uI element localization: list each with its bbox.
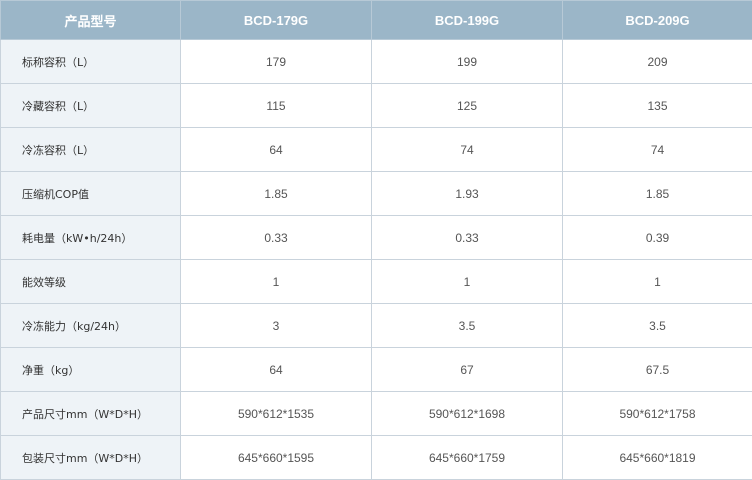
cell-value: 179 <box>180 39 372 84</box>
cell-value: 67 <box>371 347 563 392</box>
row-label: 产品尺寸mm（W*D*H） <box>0 391 181 436</box>
row-label: 耗电量（kW•h/24h） <box>0 215 181 260</box>
row-label: 冷藏容积（L） <box>0 83 181 128</box>
row-label: 能效等级 <box>0 259 181 304</box>
cell-value: 590*612*1758 <box>562 391 752 436</box>
header-model-179g: BCD-179G <box>180 0 372 40</box>
cell-value: 64 <box>180 347 372 392</box>
row-label: 冷冻容积（L） <box>0 127 181 172</box>
cell-value: 1.93 <box>371 171 563 216</box>
header-model-209g: BCD-209G <box>562 0 752 40</box>
row-label: 净重（kg） <box>0 347 181 392</box>
table-row: 冷冻能力（kg/24h） 3 3.5 3.5 <box>0 303 752 348</box>
table-row: 包装尺寸mm（W*D*H） 645*660*1595 645*660*1759 … <box>0 435 752 480</box>
cell-value: 1.85 <box>180 171 372 216</box>
table-row: 压缩机COP值 1.85 1.93 1.85 <box>0 171 752 216</box>
cell-value: 3 <box>180 303 372 348</box>
cell-value: 3.5 <box>562 303 752 348</box>
cell-value: 590*612*1698 <box>371 391 563 436</box>
header-model-199g: BCD-199G <box>371 0 563 40</box>
row-label: 压缩机COP值 <box>0 171 181 216</box>
cell-value: 64 <box>180 127 372 172</box>
cell-value: 645*660*1759 <box>371 435 563 480</box>
header-model-label: 产品型号 <box>0 0 181 40</box>
row-label: 冷冻能力（kg/24h） <box>0 303 181 348</box>
cell-value: 1.85 <box>562 171 752 216</box>
cell-value: 135 <box>562 83 752 128</box>
cell-value: 0.39 <box>562 215 752 260</box>
cell-value: 3.5 <box>371 303 563 348</box>
cell-value: 645*660*1819 <box>562 435 752 480</box>
cell-value: 74 <box>371 127 563 172</box>
header-row: 产品型号 BCD-179G BCD-199G BCD-209G <box>0 0 752 40</box>
table-row: 能效等级 1 1 1 <box>0 259 752 304</box>
table-row: 产品尺寸mm（W*D*H） 590*612*1535 590*612*1698 … <box>0 391 752 436</box>
cell-value: 67.5 <box>562 347 752 392</box>
cell-value: 1 <box>562 259 752 304</box>
row-label: 标称容积（L） <box>0 39 181 84</box>
table-row: 净重（kg） 64 67 67.5 <box>0 347 752 392</box>
cell-value: 199 <box>371 39 563 84</box>
cell-value: 115 <box>180 83 372 128</box>
cell-value: 209 <box>562 39 752 84</box>
table-row: 耗电量（kW•h/24h） 0.33 0.33 0.39 <box>0 215 752 260</box>
cell-value: 0.33 <box>180 215 372 260</box>
table-row: 标称容积（L） 179 199 209 <box>0 39 752 84</box>
cell-value: 125 <box>371 83 563 128</box>
table-row: 冷藏容积（L） 115 125 135 <box>0 83 752 128</box>
cell-value: 0.33 <box>371 215 563 260</box>
cell-value: 590*612*1535 <box>180 391 372 436</box>
cell-value: 1 <box>180 259 372 304</box>
cell-value: 645*660*1595 <box>180 435 372 480</box>
row-label: 包装尺寸mm（W*D*H） <box>0 435 181 480</box>
cell-value: 74 <box>562 127 752 172</box>
cell-value: 1 <box>371 259 563 304</box>
table-row: 冷冻容积（L） 64 74 74 <box>0 127 752 172</box>
